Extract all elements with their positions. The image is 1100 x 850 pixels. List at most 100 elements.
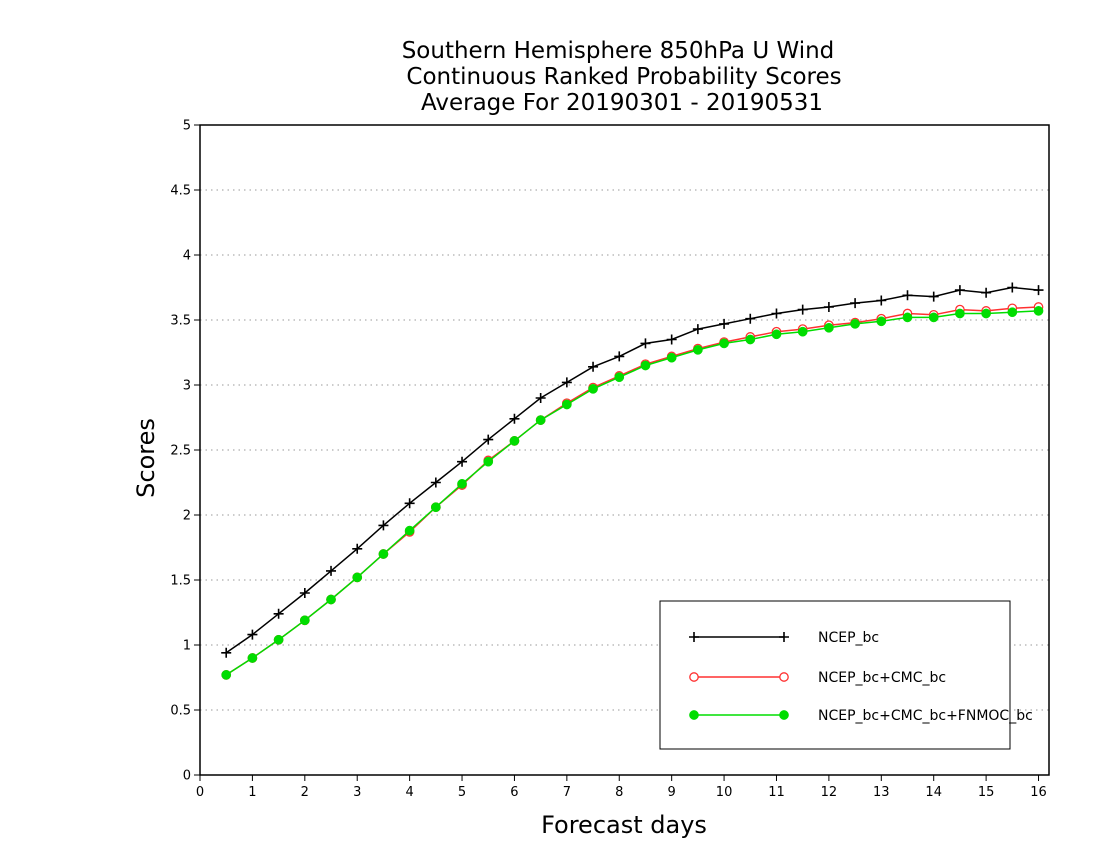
data-point [689, 710, 699, 720]
data-point [326, 565, 337, 576]
data-point [299, 588, 310, 598]
data-point [614, 351, 625, 362]
data-point [378, 520, 389, 531]
x-tick-label: 15 [978, 785, 995, 800]
data-point [352, 543, 363, 554]
legend-box [659, 600, 1011, 750]
y-tick-label: 3 [183, 379, 191, 394]
data-point [902, 312, 913, 323]
y-tick-label: 5 [183, 119, 191, 134]
data-point [955, 308, 965, 319]
data-point [509, 413, 520, 424]
series-0 [221, 282, 1044, 658]
x-tick-label: 0 [196, 785, 204, 800]
data-point [640, 338, 651, 349]
data-point [771, 329, 782, 340]
data-point [779, 672, 789, 682]
data-point [247, 629, 258, 640]
x-tick-label: 16 [1030, 785, 1047, 800]
y-tick-label: 1.5 [170, 574, 191, 589]
data-point [247, 653, 258, 663]
data-point [457, 456, 468, 467]
data-point [483, 456, 494, 467]
data-point [273, 634, 284, 645]
y-tick-label: 1 [183, 639, 191, 654]
data-point [928, 312, 939, 323]
x-tick-label: 6 [510, 785, 518, 800]
data-point [457, 478, 467, 489]
data-point [1007, 282, 1018, 293]
y-tick-label: 4 [183, 249, 191, 264]
data-point [404, 525, 415, 536]
data-point [640, 360, 651, 371]
x-tick-label: 1 [248, 785, 256, 800]
data-point [666, 334, 677, 345]
series-2 [221, 306, 1044, 680]
y-tick-label: 2 [183, 509, 191, 524]
data-point [1033, 285, 1044, 296]
data-point [689, 672, 699, 682]
series-layer [221, 282, 1044, 680]
data-point [981, 287, 992, 298]
data-point [779, 632, 789, 642]
data-point [588, 384, 598, 394]
x-tick-label: 7 [563, 785, 571, 800]
data-point [824, 322, 834, 333]
data-point [823, 302, 834, 312]
title-line-1: Southern Hemisphere 850hPa U Wind [402, 38, 835, 64]
data-point [981, 308, 991, 319]
y-tick-label: 0 [183, 769, 191, 784]
data-point [797, 304, 808, 315]
data-point [588, 361, 599, 372]
series-line [225, 286, 1039, 654]
data-point [954, 285, 965, 296]
data-point [745, 334, 756, 345]
x-tick-label: 3 [353, 785, 361, 800]
data-point [876, 316, 887, 327]
data-point [430, 477, 441, 488]
data-point [692, 324, 703, 335]
data-point [221, 670, 232, 680]
data-point [562, 399, 572, 410]
legend-item-0: NCEP_bc [689, 630, 879, 646]
legend-label: NCEP_bc+CMC_bc [818, 670, 946, 686]
legend-item-1: NCEP_bc+CMC_bc [689, 670, 946, 686]
data-point [693, 345, 703, 355]
y-tick-label: 4.5 [170, 184, 191, 199]
x-tick-label: 11 [768, 785, 785, 800]
x-tick-label: 2 [301, 785, 309, 800]
legend-item-2: NCEP_bc+CMC_bc+FNMOC_bc [689, 708, 1033, 724]
y-tick-label: 0.5 [170, 704, 191, 719]
data-point [902, 290, 913, 301]
data-point [666, 352, 677, 363]
data-point [352, 572, 363, 583]
data-point [326, 594, 336, 605]
title-line-2: Continuous Ranked Probability Scores [406, 64, 841, 90]
x-tick-label: 4 [405, 785, 413, 800]
data-point [1033, 306, 1044, 316]
x-tick-label: 10 [716, 785, 733, 800]
x-tick-label: 5 [458, 785, 466, 800]
data-point [1007, 307, 1018, 318]
data-point [535, 415, 546, 425]
data-point [771, 308, 782, 319]
data-point [876, 295, 887, 306]
y-axis-label: Scores [132, 418, 160, 498]
data-point [745, 313, 756, 324]
x-axis-ticks: 0 1 2 3 4 5 6 7 8 9 10 11 12 13 14 15 16 [196, 775, 1047, 800]
data-point [273, 608, 284, 619]
plot-frame [199, 124, 1050, 776]
data-point [299, 615, 310, 626]
data-point [797, 326, 808, 337]
data-point [561, 377, 572, 388]
x-tick-label: 8 [615, 785, 623, 800]
x-axis-label: Forecast days [541, 811, 707, 839]
data-point [850, 319, 860, 329]
data-point [614, 372, 625, 383]
data-point [430, 502, 441, 513]
x-tick-label: 13 [873, 785, 890, 800]
data-point [928, 291, 939, 302]
data-point [850, 298, 861, 309]
title-line-3: Average For 20190301 - 20190531 [421, 90, 823, 116]
